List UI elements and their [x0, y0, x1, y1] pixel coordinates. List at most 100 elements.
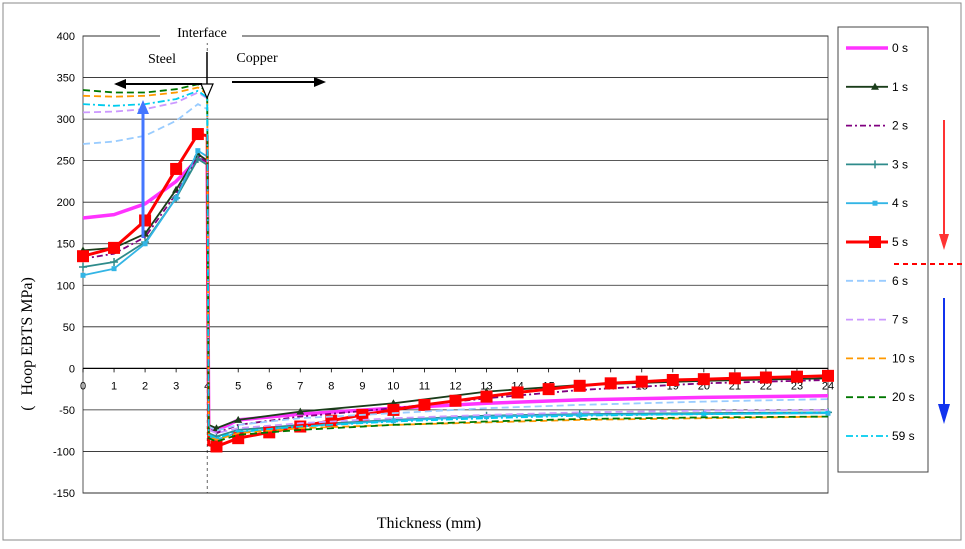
- legend-label: 3 s: [892, 157, 908, 171]
- data-point: [173, 195, 179, 201]
- interface-label: Interface: [177, 26, 227, 41]
- series-line: [82, 91, 829, 435]
- y-axis-title-box: [12, 150, 42, 390]
- series-6s: [82, 103, 829, 432]
- plot-area: [82, 35, 829, 494]
- red-down-arrow-head: [939, 234, 949, 250]
- x-tick-label: 6: [266, 380, 272, 392]
- legend-label: 0 s: [892, 41, 908, 55]
- x-tick-label: 10: [387, 380, 399, 392]
- legend-box: [837, 26, 929, 473]
- data-point: [170, 162, 183, 175]
- data-point: [111, 266, 117, 272]
- data-point: [210, 440, 223, 453]
- y-axis-title-group: ( Hoop EBTS MPa): [19, 277, 36, 411]
- annotations: Interface Steel Copper: [114, 19, 326, 238]
- x-tick-label: 8: [328, 380, 334, 392]
- series-line: [82, 83, 829, 443]
- data-point: [573, 379, 586, 392]
- y-tick-label: -150: [53, 488, 75, 500]
- y-tick-label: 50: [63, 322, 75, 334]
- legend-entry: 5 s: [846, 235, 908, 249]
- y-tick-label: 150: [57, 239, 75, 251]
- series-line: [82, 103, 829, 432]
- legend-entry: 10 s: [846, 351, 915, 365]
- x-axis-title-box: [338, 505, 564, 537]
- x-tick-label: 9: [359, 380, 365, 392]
- legend-label: 59 s: [892, 429, 915, 443]
- y-tick-label: 0: [69, 363, 75, 375]
- copper-arrow-head: [314, 77, 326, 87]
- data-point: [484, 414, 490, 420]
- data-point: [449, 394, 462, 407]
- data-point: [79, 262, 87, 271]
- legend-entry: 0 s: [846, 41, 908, 55]
- legend-entry: 1 s: [846, 80, 908, 94]
- data-point: [142, 241, 148, 247]
- legend: 0 s 1 s 2 s 3 s 4 s 5 s 6 s 7 s 10 s 20 s 59 s: [846, 41, 915, 443]
- data-point: [195, 148, 201, 154]
- legend-label: 4 s: [892, 196, 908, 210]
- legend-marker: [871, 82, 879, 90]
- data-point: [172, 185, 181, 193]
- y-tick-label: 200: [57, 197, 75, 209]
- legend-label: 7 s: [892, 313, 908, 327]
- steel-label: Steel: [148, 52, 176, 67]
- y-axis-title-prefix: (: [19, 405, 36, 410]
- data-point: [604, 377, 617, 390]
- data-point: [635, 375, 648, 388]
- data-point: [697, 373, 710, 386]
- data-point: [191, 128, 204, 141]
- interface-label-box: [160, 19, 242, 43]
- data-point: [822, 369, 834, 382]
- x-tick-label: 0: [80, 380, 86, 392]
- data-point: [77, 250, 89, 263]
- data-point: [80, 272, 86, 278]
- data-point: [296, 407, 305, 415]
- data-point: [542, 383, 555, 396]
- legend-entry: 20 s: [846, 390, 915, 404]
- legend-entry: 3 s: [846, 157, 908, 171]
- data-point: [139, 214, 152, 227]
- data-point: [825, 410, 831, 416]
- legend-label: 5 s: [892, 235, 908, 249]
- series-line: [82, 86, 829, 441]
- y-tick-label: 250: [57, 156, 75, 168]
- x-tick-label: 5: [235, 380, 241, 392]
- steel-label-box: [128, 45, 198, 71]
- legend-label: 10 s: [892, 351, 915, 365]
- data-point: [577, 412, 583, 418]
- legend-entry: 4 s: [846, 196, 908, 210]
- data-point: [728, 372, 741, 385]
- x-axis-title: Thickness (mm): [377, 515, 481, 532]
- data-point: [418, 398, 431, 411]
- y-axis: 400 350 300 250 200 150 100 50 0 -50 -100 -150: [53, 31, 75, 500]
- series-7s: [82, 91, 829, 435]
- data-point: [790, 370, 803, 383]
- copper-label-box: [216, 44, 308, 70]
- legend-entry: 7 s: [846, 313, 908, 327]
- data-point: [193, 154, 202, 163]
- data-point: [234, 415, 243, 423]
- data-point: [511, 386, 524, 399]
- copper-label: Copper: [236, 51, 278, 66]
- legend-entry: 6 s: [846, 274, 908, 288]
- data-point: [108, 241, 121, 254]
- y-tick-label: 300: [57, 114, 75, 126]
- data-point: [390, 418, 396, 424]
- x-tick-label: 3: [173, 380, 179, 392]
- y-axis-title-text: Hoop EBTS MPa): [19, 277, 36, 395]
- data-point: [110, 258, 119, 267]
- x-tick-label: 13: [480, 380, 492, 392]
- x-tick-label: 1: [111, 380, 117, 392]
- interface-arrow-head: [200, 83, 214, 100]
- data-point: [666, 373, 679, 386]
- legend-marker: [869, 236, 881, 248]
- legend-label: 1 s: [892, 80, 908, 94]
- y-tick-label: 100: [57, 280, 75, 292]
- legend-label: 6 s: [892, 274, 908, 288]
- x-tick-label: 2: [142, 380, 148, 392]
- y-axis-title: ( Hoop EBTS MPa): [19, 277, 36, 411]
